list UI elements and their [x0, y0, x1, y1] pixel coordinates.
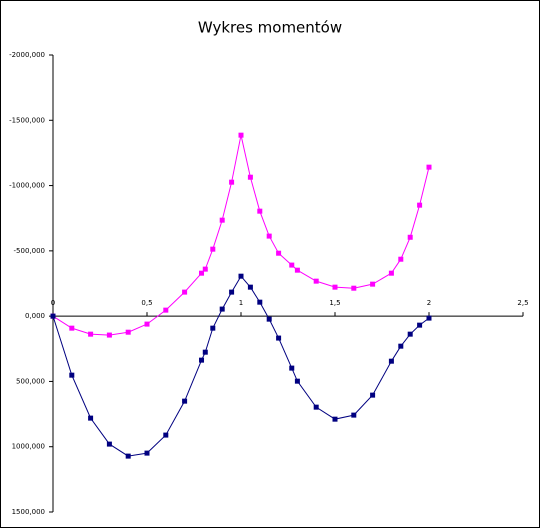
- marker: [294, 378, 300, 384]
- marker: [106, 332, 112, 338]
- marker: [210, 325, 216, 331]
- marker: [144, 321, 150, 327]
- marker: [202, 349, 208, 355]
- marker: [407, 331, 413, 337]
- marker: [351, 412, 357, 418]
- marker: [50, 313, 56, 319]
- marker: [276, 335, 282, 341]
- marker: [294, 267, 300, 273]
- marker: [417, 202, 423, 208]
- marker: [125, 329, 131, 335]
- marker: [219, 306, 225, 312]
- marker: [247, 174, 253, 180]
- x-tick-label: 1: [239, 299, 243, 307]
- marker: [332, 416, 338, 422]
- marker: [417, 322, 423, 328]
- x-tick-label: 2,5: [517, 299, 528, 307]
- chart-title: Wykres momentów: [198, 19, 342, 37]
- marker: [210, 246, 216, 252]
- marker: [125, 453, 131, 459]
- marker: [370, 281, 376, 287]
- marker: [199, 357, 205, 363]
- y-tick-label: 1500,000: [12, 508, 45, 516]
- x-tick-label: 0: [51, 299, 55, 307]
- marker: [351, 285, 357, 291]
- marker: [144, 450, 150, 456]
- marker: [88, 331, 94, 337]
- y-tick-label: -1500,000: [9, 116, 45, 124]
- marker: [276, 250, 282, 256]
- x-tick-label: 0,5: [141, 299, 152, 307]
- marker: [313, 278, 319, 284]
- marker: [199, 270, 205, 276]
- marker: [388, 358, 394, 364]
- marker: [163, 432, 169, 438]
- y-tick-label: 1000,000: [12, 443, 45, 451]
- marker: [247, 284, 253, 290]
- x-tick-label: 1,5: [329, 299, 340, 307]
- marker: [182, 398, 188, 404]
- marker: [163, 307, 169, 313]
- marker: [332, 284, 338, 290]
- marker: [407, 234, 413, 240]
- y-tick-label: 0,000: [25, 312, 45, 320]
- marker: [182, 289, 188, 295]
- marker: [238, 132, 244, 138]
- y-tick-label: -2000,000: [9, 51, 45, 59]
- marker: [388, 270, 394, 276]
- marker: [289, 365, 295, 371]
- marker: [238, 273, 244, 279]
- marker: [289, 262, 295, 268]
- marker: [202, 266, 208, 272]
- x-tick-label: 2: [427, 299, 431, 307]
- y-tick-label: 500,000: [16, 377, 45, 385]
- marker: [69, 325, 75, 331]
- y-tick-label: -1000,000: [9, 182, 45, 190]
- marker: [229, 289, 235, 295]
- marker: [426, 315, 432, 321]
- marker: [426, 164, 432, 170]
- marker: [257, 299, 263, 305]
- marker: [398, 256, 404, 262]
- marker: [257, 208, 263, 214]
- marker: [266, 316, 272, 322]
- marker: [370, 392, 376, 398]
- marker: [88, 415, 94, 421]
- marker: [69, 372, 75, 378]
- marker: [266, 233, 272, 239]
- y-tick-label: -500,000: [14, 247, 45, 255]
- marker: [398, 343, 404, 349]
- marker: [229, 179, 235, 185]
- marker: [219, 217, 225, 223]
- marker: [106, 441, 112, 447]
- marker: [313, 404, 319, 410]
